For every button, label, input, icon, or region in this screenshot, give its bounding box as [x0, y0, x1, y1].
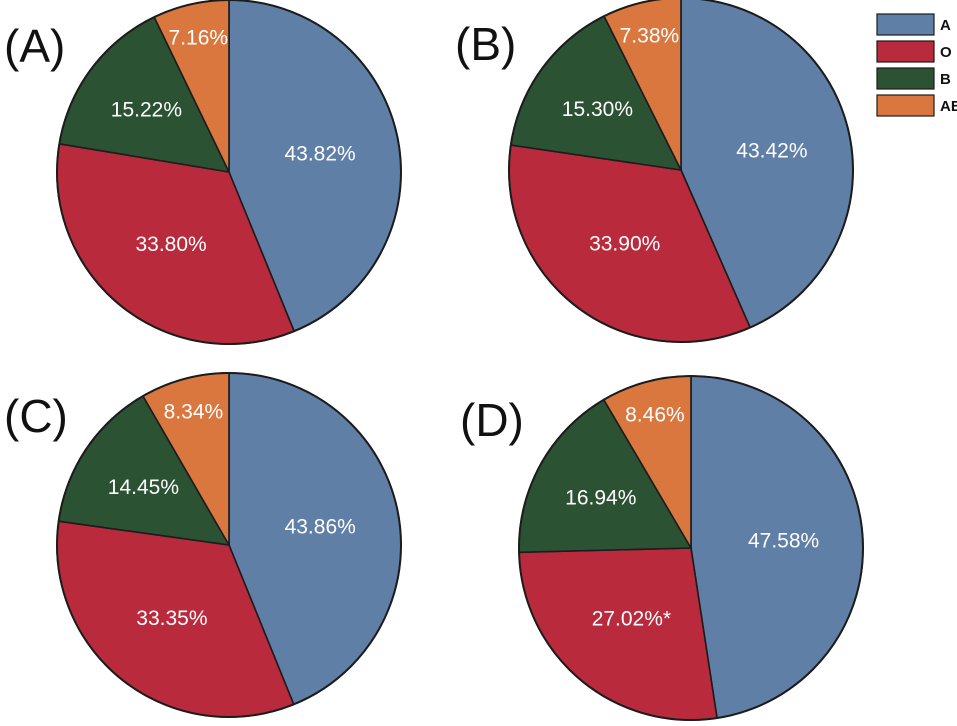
legend-swatch	[876, 40, 935, 63]
slice-label-o: 33.80%	[135, 233, 206, 256]
pie-panel-1: 43.82% 33.80% 15.22% 7.16% (A)	[4, 0, 402, 345]
pie-outline	[508, 0, 854, 343]
legend-swatch	[876, 13, 935, 36]
legend-item-a: A	[876, 13, 951, 36]
legend-label: B	[940, 71, 951, 88]
pie-panels: 43.82% 33.80% 15.22% 7.16% (A) 43.42% 33.90% 15…	[4, 0, 864, 721]
pie-outline	[56, 0, 402, 345]
slice-label-o: 27.02%*	[592, 608, 671, 631]
slice-label-ab: 7.16%	[169, 26, 229, 49]
legend-item-o: O	[876, 40, 952, 63]
panel-label: (D)	[460, 394, 524, 446]
legend-label: O	[940, 44, 952, 61]
legend: AOB AB	[876, 13, 957, 117]
legend-item-b: B	[876, 67, 951, 90]
pie-outline	[518, 375, 864, 721]
legend-item-ab: AB	[876, 94, 957, 117]
slice-label-ab: 7.38%	[620, 25, 680, 48]
legend-swatch	[876, 94, 935, 117]
panel-label: (B)	[455, 18, 516, 70]
pie-panel-4: 47.58% 27.02%* 16.94% 8.46% (D)	[460, 375, 864, 721]
panel-label: (C)	[4, 390, 68, 442]
slice-label-o: 33.90%	[589, 232, 660, 255]
slice-label-b: 15.30%	[562, 98, 633, 121]
legend-swatch	[876, 67, 935, 90]
slice-label-a: 43.86%	[285, 516, 356, 539]
slice-label-a: 47.58%	[748, 529, 819, 552]
slice-label-a: 43.82%	[284, 143, 355, 166]
panel-label: (A)	[4, 20, 65, 72]
pie-panel-3: 43.86% 33.35% 14.45% 8.34% (C)	[4, 372, 402, 718]
slice-label-b: 14.45%	[108, 476, 179, 499]
slice-label-b: 16.94%	[565, 486, 636, 509]
pie-slice-o	[518, 547, 718, 721]
legend-label: AB	[940, 98, 957, 115]
legend-label: A	[940, 17, 951, 34]
slice-label-o: 33.35%	[136, 607, 207, 630]
slice-label-ab: 8.34%	[164, 401, 224, 424]
pie-outline	[56, 372, 402, 718]
pie-panel-2: 43.42% 33.90% 15.30% 7.38% (B)	[455, 0, 854, 343]
slice-label-ab: 8.46%	[625, 404, 685, 427]
slice-label-a: 43.42%	[736, 139, 807, 162]
slice-label-b: 15.22%	[111, 99, 182, 122]
